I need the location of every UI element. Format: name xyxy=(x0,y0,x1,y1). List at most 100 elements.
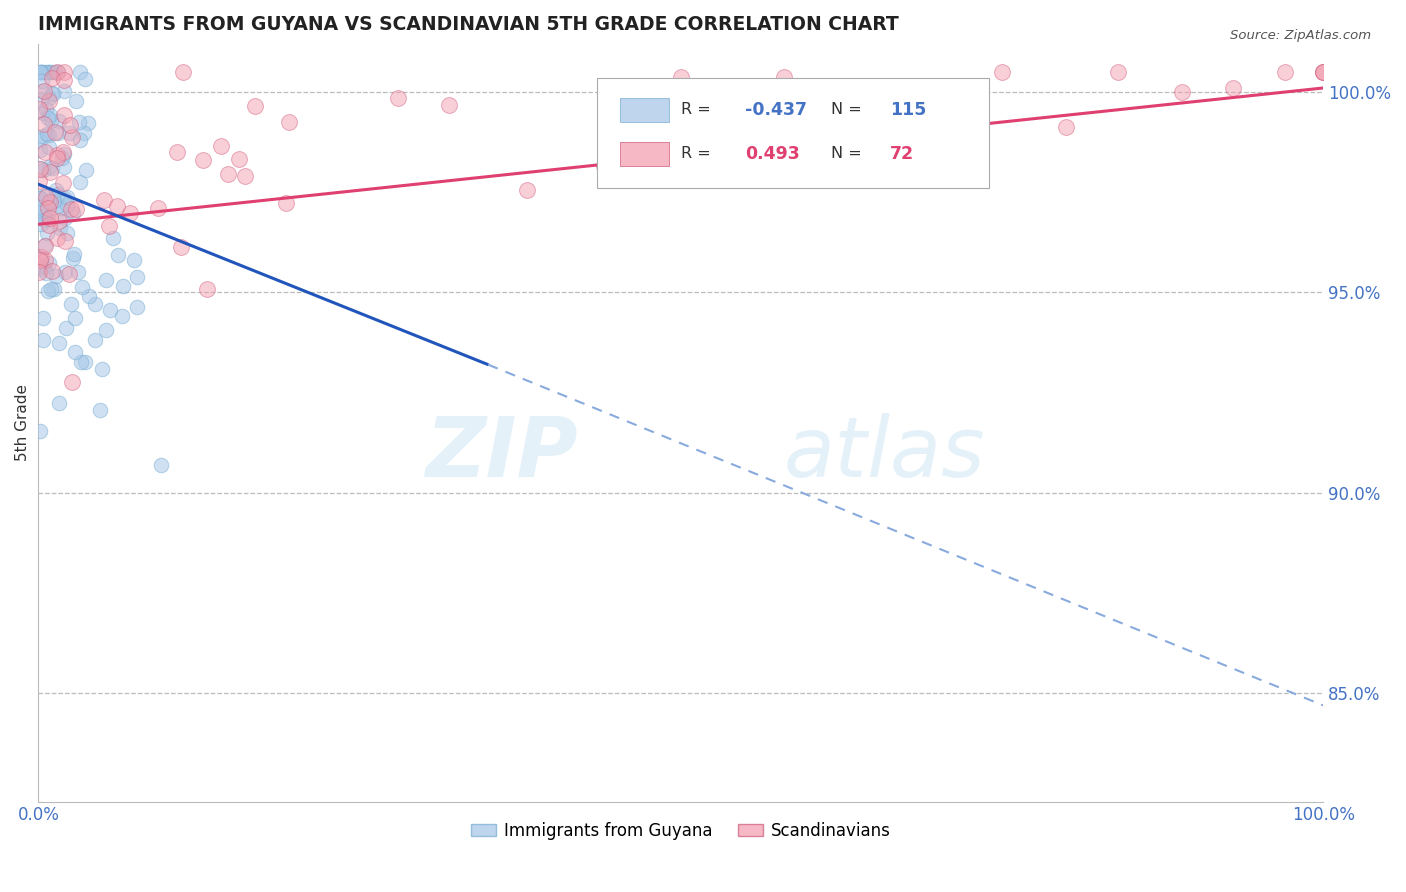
Point xyxy=(439,98,461,112)
Point xyxy=(62,247,84,261)
Point xyxy=(34,260,56,274)
Point xyxy=(39,65,62,79)
Point xyxy=(44,65,66,79)
Point xyxy=(67,265,90,279)
Point xyxy=(73,355,96,369)
Point xyxy=(516,183,538,197)
Text: atlas: atlas xyxy=(783,412,986,493)
Point xyxy=(1312,65,1334,79)
Point xyxy=(34,253,56,268)
Point xyxy=(125,270,148,285)
Point xyxy=(46,231,69,245)
Point xyxy=(38,194,60,208)
Point xyxy=(89,402,111,417)
Point xyxy=(31,333,53,347)
Point xyxy=(127,300,149,314)
Point xyxy=(111,309,134,323)
Point xyxy=(52,145,75,159)
Point xyxy=(38,91,60,105)
Point xyxy=(37,111,59,125)
Point xyxy=(39,165,62,179)
Point xyxy=(172,65,194,79)
Point xyxy=(1274,65,1296,79)
FancyBboxPatch shape xyxy=(598,78,988,188)
Point xyxy=(30,65,52,79)
Point xyxy=(592,159,614,173)
Point xyxy=(48,396,70,410)
Point xyxy=(59,119,82,133)
Point xyxy=(245,99,267,113)
Point xyxy=(37,202,59,216)
Text: Source: ZipAtlas.com: Source: ZipAtlas.com xyxy=(1230,29,1371,42)
Point xyxy=(35,102,58,116)
Point xyxy=(52,161,75,175)
Point xyxy=(93,193,115,207)
Point xyxy=(46,147,69,161)
Point xyxy=(58,268,80,282)
Point xyxy=(34,202,56,217)
Text: IMMIGRANTS FROM GUYANA VS SCANDINAVIAN 5TH GRADE CORRELATION CHART: IMMIGRANTS FROM GUYANA VS SCANDINAVIAN 5… xyxy=(38,15,898,34)
Point xyxy=(41,161,63,175)
Point xyxy=(927,87,949,101)
Point xyxy=(45,183,67,197)
Point xyxy=(32,213,55,227)
Text: R =: R = xyxy=(681,146,710,161)
Point xyxy=(34,238,56,252)
Point xyxy=(53,84,76,98)
Point xyxy=(56,198,79,212)
Point xyxy=(52,176,75,190)
Point xyxy=(278,115,301,129)
Point xyxy=(77,288,100,302)
Point xyxy=(65,311,87,326)
Point xyxy=(38,140,60,154)
Point xyxy=(94,323,117,337)
Point xyxy=(28,191,51,205)
Point xyxy=(91,361,114,376)
Point xyxy=(32,189,55,203)
Point xyxy=(83,333,105,347)
Point xyxy=(46,151,69,165)
Point xyxy=(48,114,70,128)
Point xyxy=(62,206,84,220)
Point xyxy=(67,115,90,129)
Point xyxy=(1312,65,1334,79)
Point xyxy=(69,355,91,369)
Point xyxy=(55,189,77,203)
Point xyxy=(60,376,83,390)
Text: N =: N = xyxy=(831,103,862,118)
Point xyxy=(195,282,218,296)
Point xyxy=(193,153,215,167)
Point xyxy=(51,151,73,165)
Point xyxy=(38,211,60,226)
Point xyxy=(70,280,93,294)
Point xyxy=(53,147,76,161)
Point xyxy=(209,139,232,153)
Point xyxy=(84,297,107,311)
Point xyxy=(34,266,56,280)
Point xyxy=(849,102,872,116)
Point xyxy=(1312,65,1334,79)
Point xyxy=(56,226,79,240)
Point xyxy=(107,247,129,261)
Point xyxy=(35,226,58,240)
Point xyxy=(65,202,87,216)
Point xyxy=(31,262,53,277)
Point xyxy=(37,128,59,142)
Point xyxy=(98,219,121,234)
Point xyxy=(28,259,51,273)
Point xyxy=(28,102,51,116)
Point xyxy=(77,116,100,130)
Point xyxy=(38,65,60,79)
Point xyxy=(34,145,56,159)
Point xyxy=(31,84,53,98)
Point xyxy=(42,194,65,208)
Point xyxy=(118,205,141,219)
Point xyxy=(75,163,97,178)
Point xyxy=(41,70,63,85)
Point xyxy=(100,302,122,317)
Point xyxy=(30,65,52,79)
Point xyxy=(1054,120,1077,134)
Point xyxy=(38,218,60,232)
Point xyxy=(60,130,83,145)
Point xyxy=(28,144,51,158)
